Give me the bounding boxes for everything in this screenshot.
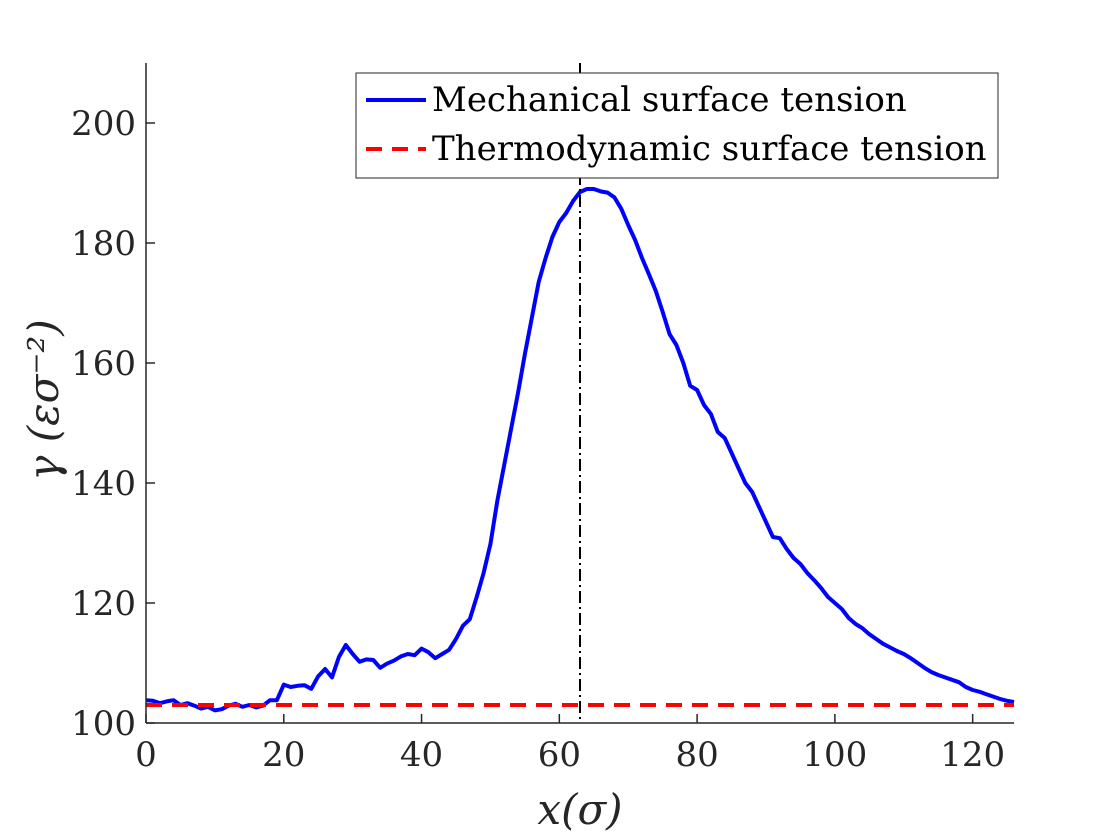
x-tick-label: 40 bbox=[400, 735, 443, 775]
x-tick-label: 0 bbox=[135, 735, 157, 775]
y-tick-label: 100 bbox=[71, 704, 136, 744]
y-tick-label: 200 bbox=[71, 104, 136, 144]
legend-label-thermodynamic: Thermodynamic surface tension bbox=[432, 129, 987, 169]
legend-box bbox=[355, 72, 999, 179]
y-axis-label: γ (εσ⁻²) bbox=[19, 319, 68, 480]
x-tick-label: 80 bbox=[675, 735, 718, 775]
y-tick-label: 120 bbox=[71, 584, 136, 624]
y-tick-label: 180 bbox=[71, 224, 136, 264]
x-tick-label: 120 bbox=[940, 735, 1005, 775]
x-tick-label: 100 bbox=[802, 735, 867, 775]
x-axis: 0 20 40 60 80 100 120 bbox=[135, 714, 1014, 775]
x-axis-label: x(σ) bbox=[537, 785, 622, 834]
y-tick-label: 160 bbox=[71, 344, 136, 384]
legend: Mechanical surface tension Thermodynamic… bbox=[355, 72, 999, 179]
y-tick-label: 140 bbox=[71, 464, 136, 504]
y-axis: 100 120 140 160 180 200 bbox=[71, 63, 155, 744]
x-tick-label: 60 bbox=[538, 735, 581, 775]
legend-label-mechanical: Mechanical surface tension bbox=[432, 80, 907, 120]
x-tick-label: 20 bbox=[262, 735, 305, 775]
series-line-mechanical bbox=[145, 187, 1015, 713]
